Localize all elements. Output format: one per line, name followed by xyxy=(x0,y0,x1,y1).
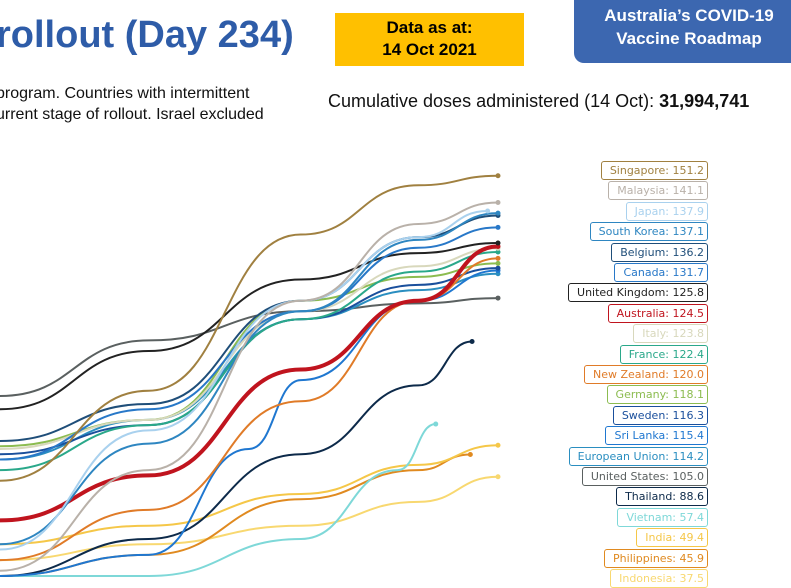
series-end-point xyxy=(495,295,501,301)
series-label: New Zealand: 120.0 xyxy=(584,365,708,384)
series-line-united-kingdom xyxy=(0,242,499,411)
series-label: Thailand: 88.6 xyxy=(616,487,708,507)
series-label: European Union: 114.2 xyxy=(568,446,708,466)
series-end-point xyxy=(495,249,501,255)
series-line-australia xyxy=(0,244,499,523)
series-end-point xyxy=(495,255,501,261)
series-end-point xyxy=(495,210,501,216)
series-line-france xyxy=(0,251,499,472)
series-end-point xyxy=(485,208,491,214)
series-end-point xyxy=(495,442,501,448)
series-line-italy xyxy=(0,247,499,450)
series-line-india xyxy=(0,444,499,546)
roadmap-badge[interactable]: Australia’s COVID-19 Vaccine Roadmap xyxy=(574,0,791,63)
series-label: Singapore: 151.2 xyxy=(600,161,708,180)
series-label: Japan: 137.9 xyxy=(625,201,708,221)
series-end-point xyxy=(469,338,475,344)
series-end-point xyxy=(495,200,501,206)
series-end-point xyxy=(495,173,501,179)
series-label: United Kingdom: 125.8 xyxy=(568,283,708,303)
series-line-vietnam xyxy=(0,423,436,578)
series-line-south-korea xyxy=(0,212,499,546)
series-end-point xyxy=(495,265,501,271)
series-label: United States: 105.0 xyxy=(581,467,708,486)
doses-label: Cumulative doses administered (14 Oct): xyxy=(328,91,660,111)
series-line-thailand xyxy=(0,340,473,577)
badge-line-1: Australia’s COVID-19 xyxy=(604,6,774,25)
series-label: India: 49.4 xyxy=(636,528,708,548)
series-end-point xyxy=(495,240,501,246)
series-label: Belgium: 136.2 xyxy=(611,242,708,262)
series-label: Germany: 118.1 xyxy=(606,385,708,405)
series-line-japan xyxy=(0,209,488,551)
series-end-point xyxy=(495,260,501,266)
series-line-malaysia xyxy=(0,201,499,572)
series-line-united-states xyxy=(0,297,499,398)
series-label: Canada: 131.7 xyxy=(614,263,708,282)
series-label: Italy: 123.8 xyxy=(633,324,708,344)
series-end-point xyxy=(495,474,501,480)
series-end-point xyxy=(467,452,473,458)
series-end-point xyxy=(495,224,501,230)
series-end-point xyxy=(495,243,501,249)
series-line-canada xyxy=(0,226,499,461)
series-label: Australia: 124.5 xyxy=(607,303,708,323)
as-at-label: Data as at: xyxy=(386,18,473,37)
cumulative-doses: Cumulative doses administered (14 Oct): … xyxy=(328,91,749,112)
page-title: rollout (Day 234) xyxy=(0,14,294,56)
series-label: Vietnam: 57.4 xyxy=(617,507,708,527)
series-label: South Korea: 137.1 xyxy=(589,222,708,242)
subtitle-line-1: program. Countries with intermittent xyxy=(0,85,250,102)
series-label: Malaysia: 141.1 xyxy=(608,181,708,201)
subtitle-line-2: urrent stage of rollout. Israel excluded xyxy=(0,106,264,123)
badge-line-2: Vaccine Roadmap xyxy=(616,29,762,48)
series-label: Indonesia: 37.5 xyxy=(610,569,708,588)
series-label: Philippines: 45.9 xyxy=(604,548,708,568)
subtitle: program. Countries with intermittent urr… xyxy=(0,83,264,125)
data-as-at-box: Data as at: 14 Oct 2021 xyxy=(335,13,524,66)
series-label: Sri Lanka: 115.4 xyxy=(605,426,708,446)
as-at-date: 14 Oct 2021 xyxy=(382,40,477,59)
series-label: Sweden: 116.3 xyxy=(612,405,708,425)
series-label: France: 122.4 xyxy=(619,344,708,364)
series-line-singapore xyxy=(0,174,499,482)
doses-value: 31,994,741 xyxy=(659,91,750,111)
series-end-point xyxy=(433,421,439,427)
series-line-philippines xyxy=(0,453,471,577)
